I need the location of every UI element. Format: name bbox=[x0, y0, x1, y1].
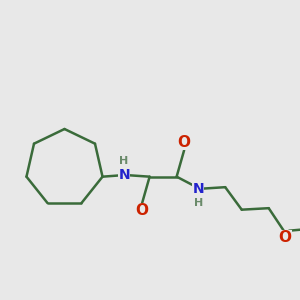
Text: O: O bbox=[178, 135, 190, 150]
Text: H: H bbox=[194, 198, 203, 208]
Text: N: N bbox=[192, 182, 204, 196]
Text: H: H bbox=[119, 156, 129, 166]
Text: O: O bbox=[279, 230, 292, 245]
Text: O: O bbox=[136, 203, 148, 218]
Text: N: N bbox=[118, 168, 130, 182]
